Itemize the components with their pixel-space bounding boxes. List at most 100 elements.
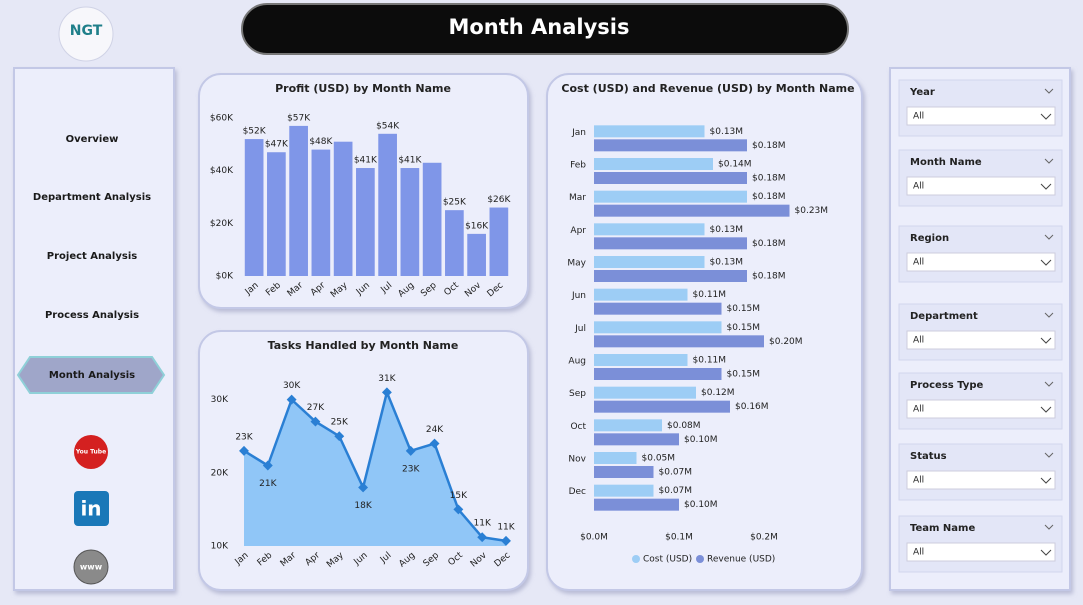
bar (594, 125, 705, 138)
filter-label: Process Type (910, 380, 984, 391)
x-tick-label: $0.1M (665, 533, 693, 543)
point (262, 460, 273, 471)
y-tick-label: Nov (568, 455, 586, 465)
bar (356, 168, 375, 276)
point (501, 535, 511, 546)
bar (594, 452, 637, 464)
bar (594, 139, 747, 152)
x-tick-label: $0.2M (750, 533, 778, 543)
data-label: 11K (474, 519, 492, 529)
page-title: Month Analysis (448, 15, 629, 39)
dropdown[interactable] (906, 399, 1056, 419)
area (244, 392, 506, 546)
youtube-icon[interactable] (74, 435, 108, 469)
legend-label: Revenue (USD) (707, 555, 775, 565)
y-tick-label: Sep (569, 389, 586, 399)
data-label: $0.18M (752, 192, 786, 202)
data-label: $41K (398, 156, 422, 166)
data-label: $0.13M (710, 225, 744, 235)
data-label: $52K (243, 127, 267, 137)
bar (594, 354, 688, 366)
bar (594, 190, 747, 203)
data-label: $0.20M (769, 337, 803, 347)
point (286, 394, 297, 405)
data-label: 15K (450, 491, 468, 501)
data-label: $0.18M (752, 272, 786, 282)
bar (267, 152, 286, 276)
y-tick-label: Oct (570, 422, 586, 432)
dropdown-value: All (913, 182, 924, 192)
data-label: $0.15M (727, 370, 761, 380)
dropdown[interactable] (906, 542, 1056, 562)
y-tick-label: $20K (210, 219, 234, 229)
data-label: $0.18M (752, 141, 786, 151)
y-tick-label: Aug (568, 357, 586, 367)
chevron (1044, 452, 1054, 458)
data-label: $0.16M (735, 402, 769, 412)
bar (594, 204, 790, 217)
logo (58, 6, 114, 62)
filter-label: Team Name (910, 523, 975, 534)
nav-item[interactable]: Project Analysis (47, 251, 137, 262)
dropdown[interactable] (906, 330, 1056, 350)
chevron (1044, 524, 1054, 530)
point (429, 438, 440, 449)
dropdown-value: All (913, 112, 924, 122)
nav-item[interactable]: Month Analysis (49, 370, 135, 381)
bar (594, 498, 679, 511)
nav-item[interactable]: Process Analysis (45, 310, 139, 321)
data-label: $26K (487, 195, 511, 205)
dropdown-arrow (1040, 259, 1052, 266)
bar (594, 270, 747, 282)
y-tick-label: 10K (211, 542, 229, 552)
bar (400, 168, 420, 276)
web-icon[interactable] (73, 549, 109, 585)
data-label: $25K (443, 198, 467, 208)
data-label: $0.14M (718, 160, 752, 170)
line (243, 391, 507, 543)
data-label: $0.11M (693, 356, 727, 366)
x-tick-label: $0.0M (580, 533, 608, 543)
data-label: 31K (378, 374, 396, 384)
bar (594, 237, 747, 250)
filter-label: Month Name (910, 157, 982, 168)
dropdown[interactable] (906, 176, 1056, 196)
nav-item[interactable]: Department Analysis (33, 192, 151, 203)
point (358, 482, 369, 493)
data-label: $0.08M (667, 421, 701, 431)
title-bar (241, 3, 849, 55)
bar (333, 141, 353, 276)
y-tick-label: Jul (574, 324, 586, 334)
data-label: 11K (497, 522, 515, 532)
data-label: $0.11M (693, 290, 727, 300)
data-label: $0.13M (710, 258, 744, 268)
linkedin-label: in (80, 497, 101, 521)
bar (445, 210, 464, 276)
dropdown[interactable] (906, 252, 1056, 272)
chevron (1044, 381, 1054, 387)
data-label: $0.12M (701, 388, 735, 398)
bar (378, 133, 397, 276)
nav-active[interactable] (16, 356, 166, 394)
y-tick-label: Apr (570, 226, 586, 236)
point (477, 532, 488, 543)
legend-swatch (696, 555, 704, 563)
y-tick-label: Jun (571, 291, 586, 301)
data-label: $41K (354, 156, 378, 166)
linkedin-icon[interactable] (74, 491, 109, 526)
bar (594, 484, 654, 497)
bar (594, 302, 722, 315)
chevron (1044, 234, 1054, 240)
y-tick-label: Mar (569, 193, 586, 203)
dropdown[interactable] (906, 106, 1056, 126)
chart-title: Profit (USD) by Month Name (275, 82, 451, 95)
dropdown-value: All (913, 405, 924, 415)
dropdown[interactable] (906, 470, 1056, 490)
nav-item[interactable]: Overview (66, 134, 119, 145)
bar (289, 125, 308, 277)
youtube-label: You Tube (75, 449, 106, 456)
y-tick-label: $60K (210, 114, 234, 124)
y-tick-label: Feb (570, 161, 586, 171)
data-label: $0.18M (752, 239, 786, 249)
